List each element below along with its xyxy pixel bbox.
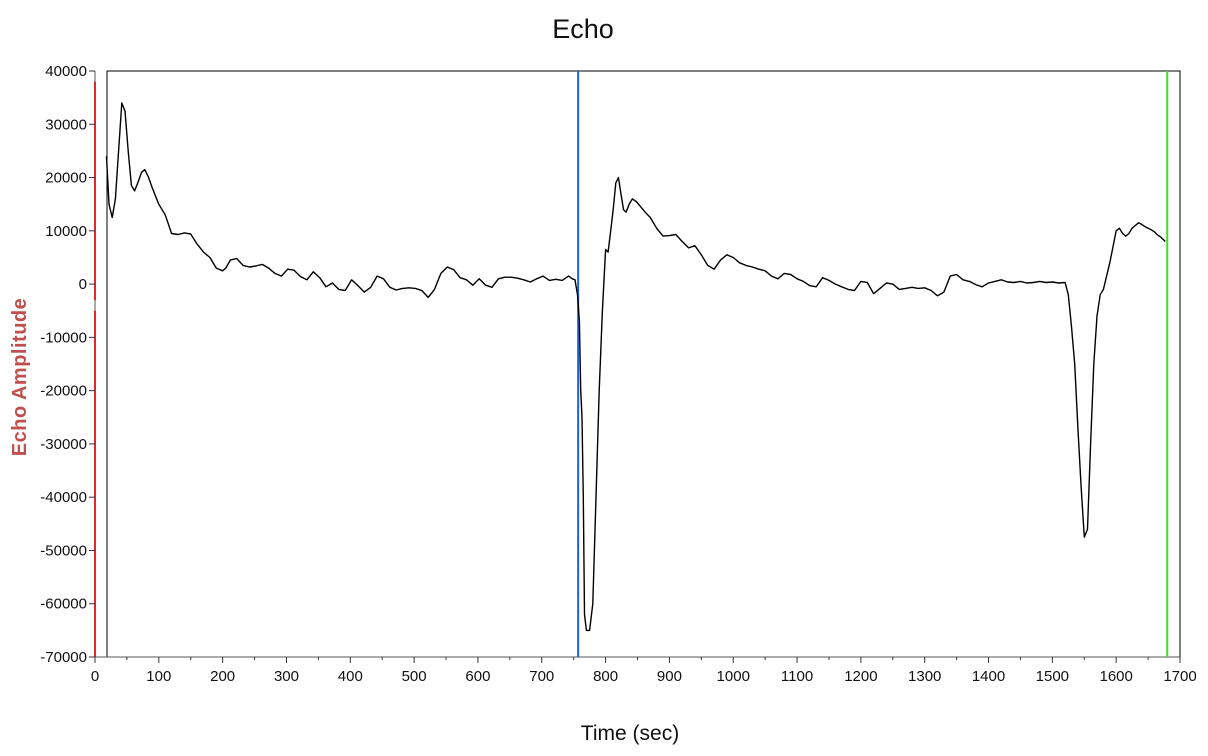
x-tick-label: 400: [338, 668, 363, 685]
x-tick-label: 1400: [972, 668, 1005, 685]
x-axis-label: Time (sec): [581, 722, 679, 745]
x-tick-label: 500: [402, 668, 427, 685]
x-tick-label: 1000: [717, 668, 750, 685]
y-tick-label: 40000: [45, 63, 87, 80]
chart-title: Echo: [552, 14, 614, 44]
y-tick-label: -40000: [40, 489, 87, 506]
x-tick-label: 0: [91, 668, 99, 685]
x-tick-label: 700: [529, 668, 554, 685]
x-tick-label: 1100: [781, 668, 813, 685]
x-tick-label: 200: [210, 668, 235, 685]
x-tick-label: 300: [274, 668, 299, 685]
y-tick-label: 20000: [45, 170, 87, 187]
y-tick-label: 10000: [45, 223, 87, 240]
x-tick-label: 1600: [1099, 668, 1132, 685]
plot-frame: [106, 70, 1181, 658]
x-tick-label: 1200: [844, 668, 877, 685]
y-tick-label: -70000: [40, 649, 87, 666]
y-tick-label: 0: [79, 276, 87, 293]
y-tick-label: -20000: [40, 383, 87, 400]
y-axis-label: Echo Amplitude: [9, 298, 31, 456]
y-tick-label: -30000: [40, 436, 87, 453]
y-tick-label: -60000: [40, 596, 87, 613]
x-tick-label: 1500: [1036, 668, 1069, 685]
x-tick-label: 1300: [908, 668, 941, 685]
x-tick-label: 600: [465, 668, 490, 685]
x-tick-label: 100: [146, 668, 171, 685]
y-tick-label: 30000: [45, 116, 87, 133]
x-tick-label: 800: [593, 668, 618, 685]
y-tick-label: -10000: [40, 329, 87, 346]
plot-area: 400003000020000100000-10000-20000-30000-…: [40, 63, 1196, 685]
x-tick-label: 1700: [1163, 668, 1196, 685]
echo-series-line: [105, 102, 1166, 632]
x-tick-label: 900: [657, 668, 682, 685]
y-tick-label: -50000: [40, 542, 87, 559]
